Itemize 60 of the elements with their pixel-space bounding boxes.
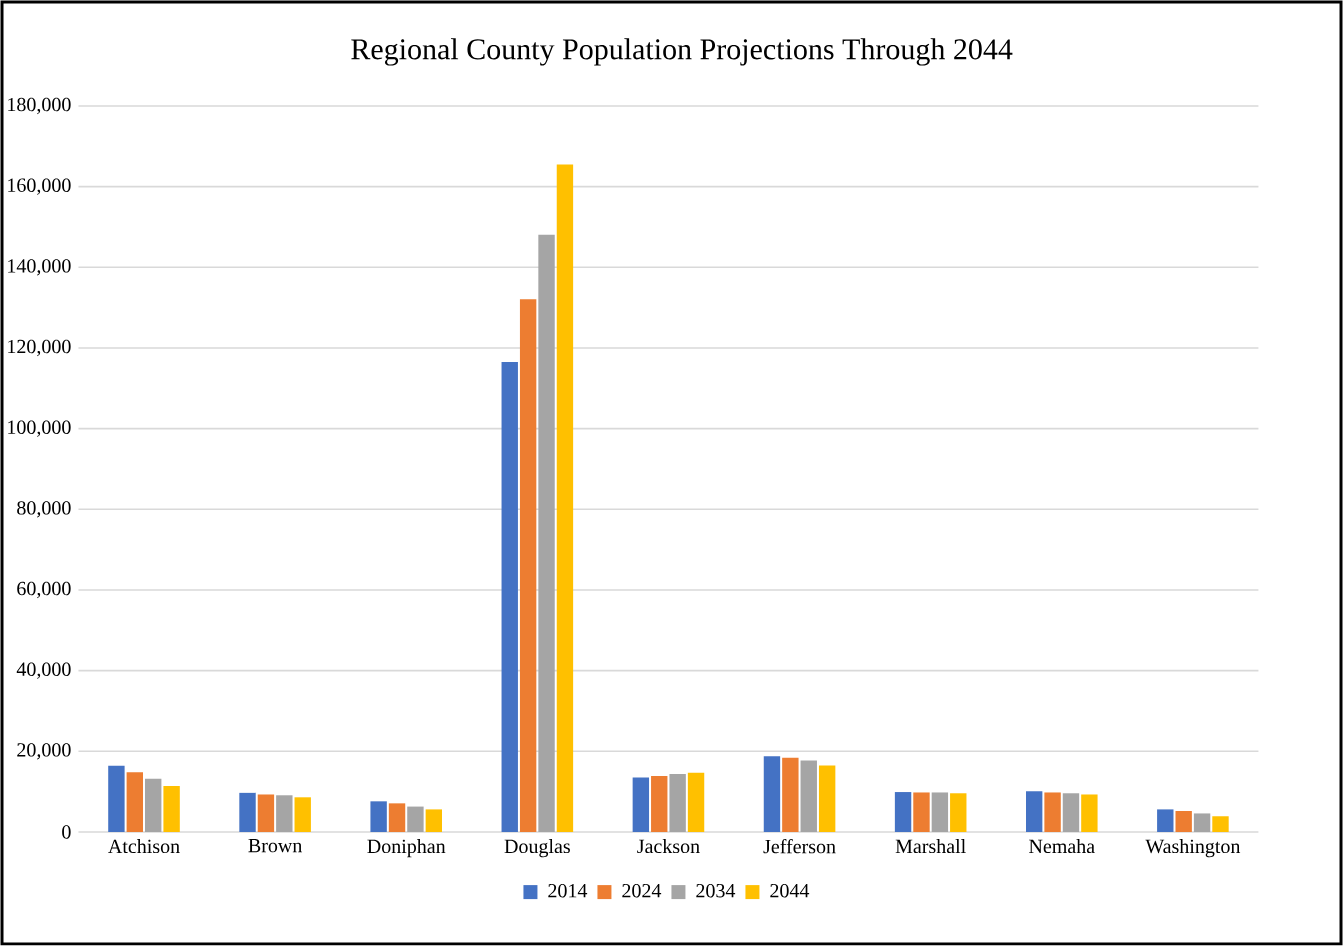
bar xyxy=(818,765,836,832)
bar xyxy=(687,772,705,832)
bar xyxy=(1062,793,1080,832)
y-tick-label: 160,000 xyxy=(8,178,71,195)
bar xyxy=(950,793,967,832)
bar xyxy=(1044,792,1061,832)
x-tick-label: Marshall xyxy=(895,839,966,854)
x-tick-label: Washington xyxy=(1145,839,1241,858)
bar xyxy=(913,792,930,832)
bar xyxy=(519,299,537,832)
bar xyxy=(763,756,781,832)
bar xyxy=(800,760,817,832)
x-tick-label: Douglas xyxy=(504,839,570,858)
y-tick-label: 140,000 xyxy=(8,259,71,276)
bar xyxy=(632,777,650,832)
bar xyxy=(163,786,180,832)
bar xyxy=(556,164,574,832)
bar xyxy=(894,792,912,832)
legend-label: 2014 xyxy=(548,883,588,898)
bar xyxy=(782,757,799,832)
bar xyxy=(425,809,443,832)
bar xyxy=(501,362,518,832)
bar xyxy=(276,795,293,832)
x-tick-label: Jefferson xyxy=(763,839,836,854)
bar xyxy=(257,794,275,832)
bar xyxy=(538,234,555,832)
x-tick-label: Brown xyxy=(248,839,303,853)
legend-label: 2034 xyxy=(696,883,736,898)
y-tick-label: 100,000 xyxy=(8,420,71,437)
y-tick-label: 20,000 xyxy=(17,743,71,760)
legend-label: 2044 xyxy=(770,883,810,898)
x-tick-label: Atchison xyxy=(108,839,180,854)
bar xyxy=(1212,816,1229,832)
chart-title: Regional County Population Projections Through 2044 xyxy=(351,38,1013,66)
bar xyxy=(407,806,424,832)
y-tick-label: 120,000 xyxy=(8,339,71,357)
x-tick-label: Nemaha xyxy=(1029,839,1095,854)
bar xyxy=(1157,809,1174,832)
y-tick-label: 60,000 xyxy=(17,581,71,599)
bar xyxy=(126,772,144,832)
bar xyxy=(1193,813,1211,832)
bar xyxy=(1175,811,1192,832)
y-tick-label: 40,000 xyxy=(16,662,71,679)
bar xyxy=(108,765,125,832)
y-tick-label: 0 xyxy=(62,825,71,839)
bar xyxy=(1081,794,1098,832)
bar xyxy=(239,792,256,832)
y-tick-label: 180,000 xyxy=(8,97,71,115)
y-tick-label: 80,000 xyxy=(17,501,71,518)
bar xyxy=(651,775,668,832)
bar xyxy=(1025,791,1043,832)
bar xyxy=(931,792,949,832)
bar xyxy=(145,778,162,832)
bar xyxy=(388,803,406,832)
bar xyxy=(370,801,387,832)
x-tick-label: Doniphan xyxy=(367,839,446,858)
bar xyxy=(294,797,311,832)
legend-label: 2024 xyxy=(622,883,662,898)
bar xyxy=(669,773,686,832)
x-tick-label: Jackson xyxy=(637,839,700,854)
